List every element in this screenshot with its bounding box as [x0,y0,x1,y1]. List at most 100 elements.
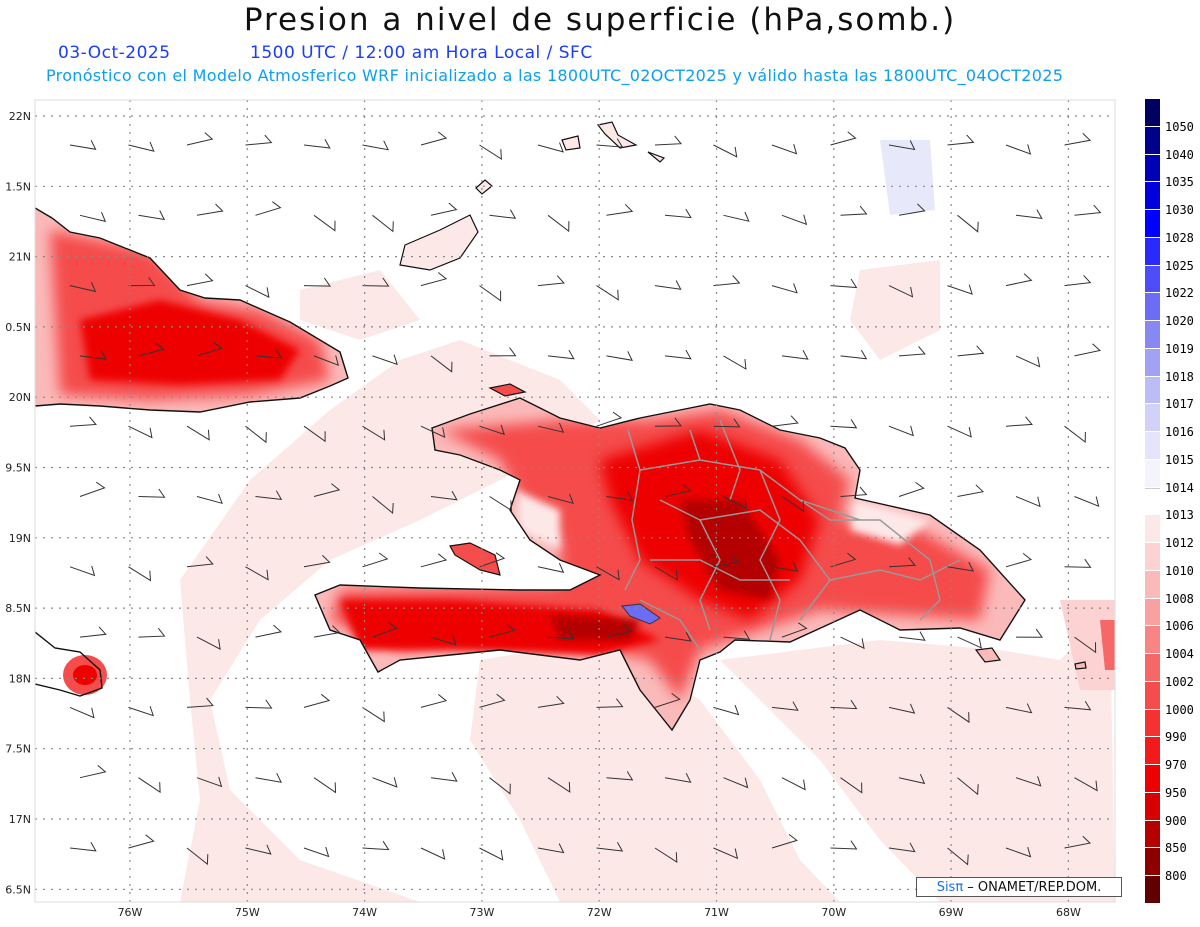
legend-row: 1050 [1145,99,1200,134]
wind-barb [128,566,152,582]
wind-barb [372,622,398,638]
legend-row: 1016 [1145,404,1200,439]
wind-barb [1064,558,1092,568]
wind-barb [186,697,214,708]
wind-barb [1064,425,1086,443]
wind-barb [947,561,975,572]
legend-row: 1004 [1145,626,1200,661]
legend-row: 990 [1145,709,1200,744]
wind-barb [489,777,511,795]
wind-barb [537,275,565,287]
wind-barb [303,277,331,287]
wind-barb [840,349,868,360]
lat-label: 7.5N [5,743,31,756]
wind-barb [479,693,506,708]
wind-barb [596,285,619,301]
legend-row: 1028 [1145,210,1200,245]
legend-swatch [1145,848,1160,877]
lat-label: 9.5N [5,462,31,475]
wind-barb [713,554,741,568]
wind-barb [303,425,326,443]
wind-barb [138,627,166,638]
wind-barb [69,841,97,852]
wind-barb [898,203,926,216]
wind-barb [245,134,273,146]
map-frame [34,99,1116,903]
wind-barb [313,625,341,638]
wind-barb [313,214,336,232]
wind-barb [479,847,504,861]
wind-barb [430,490,458,501]
wind-barb [888,425,914,437]
legend-label: 1018 [1165,369,1194,384]
wind-barb [69,282,97,293]
wind-barb [1005,144,1032,155]
wind-barb [830,278,858,289]
credit-box: Sisπ – ONAMET/REP.DOM. [916,877,1122,897]
wind-barb [138,210,166,221]
lon-label: 72W [587,906,612,919]
latitude-labels: 22N 1.5N 21N 0.5N 20N 9.5N 19N 8.5N 18N 7.5N 17N 6.… [5,110,31,896]
legend-swatch [1145,765,1160,793]
wind-barb [372,496,394,515]
wind-barb [196,636,221,650]
wind-barb [537,422,565,433]
wind-barb [840,205,868,216]
map-title: Presion a nivel de superficie (hPa,somb.… [243,2,957,38]
wind-barb [313,355,340,367]
wind-barb [537,562,565,573]
wind-barb [830,131,857,146]
wind-barb [1074,343,1101,357]
wind-barb [537,695,565,708]
wind-barb [898,774,926,785]
legend-label: 1004 [1165,647,1194,662]
wind-barb [654,566,678,581]
legend-swatch [1145,654,1160,682]
wind-barb [771,143,798,155]
pressure-map[interactable]: 22N 1.5N 21N 0.5N 20N 9.5N 19N 8.5N 18N 7.5N 17N 6.… [0,95,1145,927]
wind-barb [196,341,223,357]
wind-barb [840,777,863,794]
legend-label: 1035 [1165,175,1194,190]
credit-text: – ONAMET/REP.DOM. [963,880,1102,895]
wind-barb [128,834,155,849]
wind-barb [79,350,107,360]
legend-label: 1022 [1165,286,1194,301]
wind-barb [128,141,155,152]
wind-barb [723,630,751,640]
legend-row: 1020 [1145,293,1200,328]
wind-barb [1005,846,1032,858]
pressure-field [35,100,1115,902]
lon-label: 71W [704,906,729,919]
lat-label: 22N [9,110,31,123]
wind-barb [69,565,96,577]
wind-barb [947,284,973,295]
wind-barb [245,425,267,444]
wind-barb [479,144,502,161]
legend-swatch [1145,876,1160,904]
legend-label: 990 [1165,730,1187,745]
lat-label: 18N [9,672,31,685]
wind-barb [255,624,283,638]
wind-barb [255,349,283,359]
wind-barb [420,694,448,708]
wind-barb [781,496,805,512]
wind-barb [830,552,857,568]
wind-barb [69,416,97,427]
wind-barb [245,699,273,709]
wind-barb [430,635,457,646]
wind-barb [128,705,154,717]
legend-swatch [1145,321,1160,349]
wind-barb [1005,703,1033,714]
wind-barb [430,355,453,373]
legend-label: 1028 [1165,230,1194,245]
lat-label: 6.5N [5,883,31,896]
wind-barb [430,202,458,216]
legend-label: 950 [1165,785,1187,800]
legend-label: 850 [1165,841,1187,856]
lat-label: 0.5N [5,321,31,334]
wind-barb [255,772,282,783]
wind-barb [255,201,282,216]
lat-label: 8.5N [5,602,31,615]
wind-barb [888,842,916,853]
